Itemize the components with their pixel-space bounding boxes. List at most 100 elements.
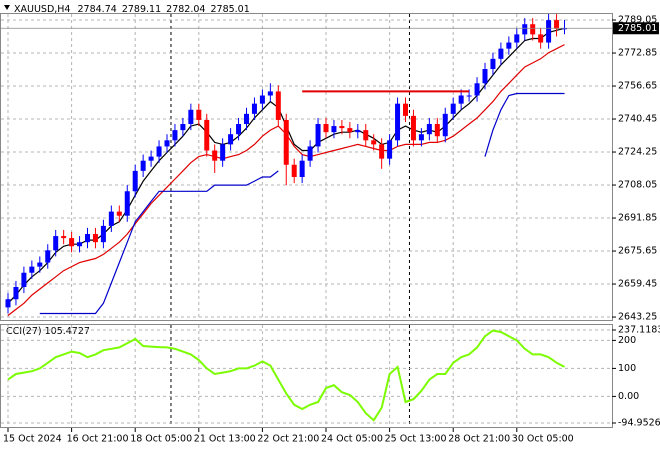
y-tick-label: -94.9526 <box>618 418 660 429</box>
candle-body <box>108 211 114 226</box>
x-tick-label: 22 Oct 21:00 <box>257 434 319 445</box>
main-panel-frame <box>0 13 613 321</box>
candle-body <box>514 34 520 43</box>
x-tick-label: 18 Oct 05:00 <box>130 434 192 445</box>
candle-body <box>92 234 98 243</box>
candle-body <box>538 34 544 43</box>
candle-body <box>228 134 234 145</box>
candle-body <box>410 115 416 141</box>
y-tick-label: 2789.05 <box>618 15 657 26</box>
candle-body <box>331 126 337 133</box>
y-tick-label: 2691.85 <box>618 213 657 224</box>
candle-body <box>140 160 146 171</box>
y-tick-label: 200 <box>618 335 636 346</box>
y-tick-label: 2659.45 <box>618 279 657 290</box>
candle-body <box>339 126 345 129</box>
candle-body <box>355 130 361 133</box>
candle-body <box>482 69 488 84</box>
candle-body <box>251 103 257 114</box>
candle-body <box>546 20 552 43</box>
y-tick-label: 2724.25 <box>618 147 657 158</box>
x-tick-label: 21 Oct 13:00 <box>194 434 256 445</box>
cci-title: CCI(27) <box>6 326 42 337</box>
candle-body <box>371 140 377 145</box>
y-tick-label: 2772.85 <box>618 48 657 59</box>
candle-body <box>418 134 424 141</box>
cci-label: CCI(27) 105.4727 <box>6 326 90 337</box>
price-label: 2785.01 <box>618 23 657 34</box>
y-tick-label: 237.1183 <box>618 325 660 336</box>
y-tick-label: 2675.65 <box>618 246 657 257</box>
candle-body <box>124 191 130 216</box>
candle-body <box>13 286 19 300</box>
candle-body <box>299 160 305 177</box>
symbol-arrow <box>4 5 10 10</box>
low-value: 2782.04 <box>166 4 205 15</box>
candle-body <box>434 124 440 137</box>
candle-body <box>5 299 11 308</box>
candle-body <box>45 250 51 263</box>
candle-body <box>196 109 202 120</box>
candle-body <box>466 95 472 97</box>
open-value: 2784.74 <box>78 4 117 15</box>
candle-body <box>506 42 512 49</box>
candle-body <box>530 24 536 35</box>
candle-body <box>315 124 321 147</box>
candle-body <box>116 211 122 216</box>
candle-body <box>100 225 106 243</box>
candle-body <box>53 236 59 251</box>
candle-body <box>220 144 226 161</box>
candle-body <box>554 20 560 29</box>
header: XAUUSD,H4 2784.74 2789.11 2782.04 2785.0… <box>14 4 250 15</box>
candle-body <box>442 113 448 137</box>
y-tick-label: 2756.65 <box>618 81 657 92</box>
price-label-box <box>613 22 659 35</box>
candle-body <box>474 83 480 96</box>
x-tick-label: 30 Oct 05:00 <box>512 434 574 445</box>
candle-body <box>69 238 75 247</box>
x-tick-label: 28 Oct 21:00 <box>448 434 510 445</box>
x-tick-label: 25 Oct 13:00 <box>385 434 447 445</box>
candle-body <box>180 124 186 131</box>
candle-body <box>85 234 90 243</box>
high-value: 2789.11 <box>122 4 161 15</box>
y-tick-label: 100 <box>618 363 636 374</box>
candle-body <box>283 119 289 165</box>
x-tick-label: 15 Oct 2024 <box>3 434 62 445</box>
candle-body <box>244 113 249 125</box>
cci-value: 105.4727 <box>45 326 90 337</box>
candle-body <box>458 95 464 104</box>
candle-body <box>363 130 369 141</box>
candle-body <box>148 156 154 161</box>
candle-body <box>156 146 162 157</box>
x-tick-label: 24 Oct 05:00 <box>321 434 383 445</box>
y-tick-label: 2740.45 <box>618 114 657 125</box>
cci-line <box>7 329 565 422</box>
candle-body <box>21 272 27 287</box>
candle-body <box>522 24 528 35</box>
candle-body <box>426 124 432 135</box>
candle-body <box>347 128 353 133</box>
candle-body <box>379 144 385 159</box>
candle-body <box>267 91 273 96</box>
candle-body <box>323 124 329 133</box>
candle-body <box>132 170 138 192</box>
y-tick-label: 0.00 <box>618 391 639 402</box>
candle-body <box>188 109 194 125</box>
moving-average <box>39 92 565 315</box>
chart-title: XAUUSD,H4 <box>14 4 70 15</box>
cci-panel-frame <box>0 324 613 428</box>
candle-body <box>562 28 567 30</box>
candle-body <box>490 58 496 70</box>
candle-body <box>307 146 313 161</box>
y-tick-label: 2708.05 <box>618 180 657 191</box>
candle-body <box>275 91 281 120</box>
candle-body <box>164 140 170 147</box>
candle-body <box>403 103 408 116</box>
candle-body <box>77 242 83 247</box>
candle-body <box>395 103 401 141</box>
candle-body <box>61 236 67 239</box>
x-tick-label: 16 Oct 21:00 <box>67 434 129 445</box>
